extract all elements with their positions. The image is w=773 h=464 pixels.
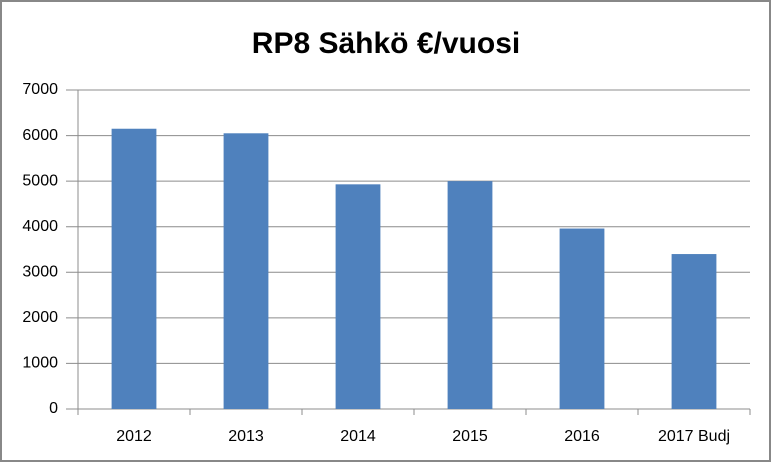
- bar: [111, 128, 157, 409]
- y-tick-label: 3000: [22, 264, 58, 281]
- y-tick-label: 6000: [22, 127, 58, 144]
- x-tick-label: 2014: [340, 428, 376, 445]
- x-tick-label: 2017 Budj: [658, 428, 730, 445]
- bar: [447, 181, 493, 409]
- y-tick-label: 7000: [22, 81, 58, 98]
- x-tick-label: 2012: [116, 428, 152, 445]
- y-tick-label: 2000: [22, 309, 58, 326]
- chart-title: RP8 Sähkö €/vuosi: [252, 27, 520, 60]
- y-tick-label: 4000: [22, 218, 58, 235]
- y-tick-label: 0: [49, 400, 58, 417]
- bar: [559, 228, 605, 409]
- x-tick-label: 2015: [452, 428, 488, 445]
- bar: [223, 133, 269, 410]
- bar: [335, 184, 381, 409]
- y-tick-label: 1000: [22, 355, 58, 372]
- x-tick-label: 2016: [564, 428, 600, 445]
- bar: [671, 254, 717, 409]
- y-tick-label: 5000: [22, 172, 58, 189]
- x-tick-label: 2013: [228, 428, 264, 445]
